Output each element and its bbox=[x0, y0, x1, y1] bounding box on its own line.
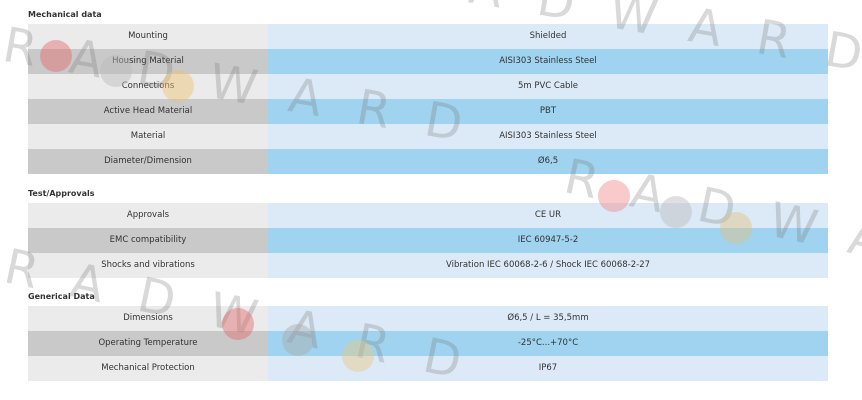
section-title: Test/Approvals bbox=[28, 189, 95, 198]
row-value: CE UR bbox=[268, 203, 828, 228]
decor-dot bbox=[342, 340, 374, 372]
row-label: Housing Material bbox=[28, 49, 268, 74]
row-value: Ø6,5 / L = 35,5mm bbox=[268, 306, 828, 331]
row-label: Dimensions bbox=[28, 306, 268, 331]
section-title: Generical Data bbox=[28, 292, 95, 301]
row-label: Connections bbox=[28, 74, 268, 99]
decor-dot bbox=[282, 324, 314, 356]
row-label: Shocks and vibrations bbox=[28, 253, 268, 278]
row-value: 5m PVC Cable bbox=[268, 74, 828, 99]
row-label: Approvals bbox=[28, 203, 268, 228]
row-label: EMC compatibility bbox=[28, 228, 268, 253]
decor-dot bbox=[162, 70, 194, 102]
row-label: Mounting bbox=[28, 24, 268, 49]
decor-dot bbox=[100, 55, 132, 87]
row-value: AISI303 Stainless Steel bbox=[268, 124, 828, 149]
row-value: Ø6,5 bbox=[268, 149, 828, 174]
decor-dot bbox=[222, 308, 254, 340]
decor-dot bbox=[598, 180, 630, 212]
row-value: PBT bbox=[268, 99, 828, 124]
row-label: Diameter/Dimension bbox=[28, 149, 268, 174]
decor-dot bbox=[720, 212, 752, 244]
row-label: Operating Temperature bbox=[28, 331, 268, 356]
row-label: Material bbox=[28, 124, 268, 149]
decor-dot bbox=[40, 40, 72, 72]
row-value: IP67 bbox=[268, 356, 828, 381]
row-label: Active Head Material bbox=[28, 99, 268, 124]
row-value: -25°C...+70°C bbox=[268, 331, 828, 356]
decor-dot bbox=[660, 196, 692, 228]
section-title: Mechanical data bbox=[28, 10, 102, 19]
row-label: Mechanical Protection bbox=[28, 356, 268, 381]
row-value: IEC 60947-5-2 bbox=[268, 228, 828, 253]
row-value: Shielded bbox=[268, 24, 828, 49]
row-value: Vibration IEC 60068-2-6 / Shock IEC 6006… bbox=[268, 253, 828, 278]
row-value: AISI303 Stainless Steel bbox=[268, 49, 828, 74]
